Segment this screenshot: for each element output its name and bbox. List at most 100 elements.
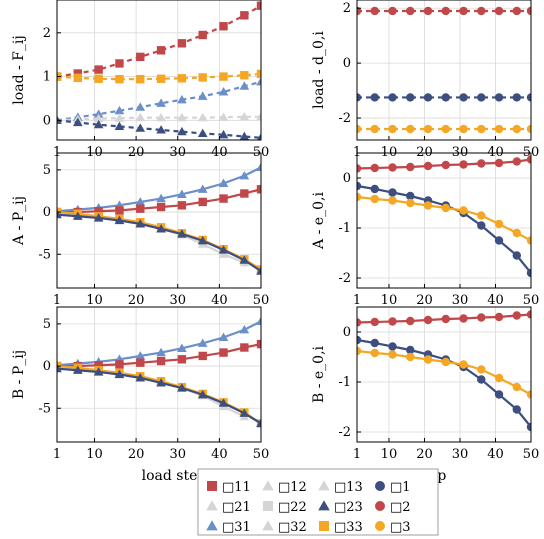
data-point-22 [156,112,166,122]
data-point-2 [477,313,486,322]
legend-marker-32 [262,520,274,531]
legend-frame [197,468,439,536]
legend-label-23: □23 [334,500,363,515]
data-point-2 [526,6,531,16]
data-point-1 [512,251,521,260]
data-point-11 [177,39,187,48]
legend-marker-22 [263,501,273,511]
x-tick-label: 1 [353,293,361,308]
data-point-31 [114,105,125,115]
data-point-23 [72,365,83,374]
data-point-1 [477,375,486,384]
axes-frame [56,306,262,443]
x-tick-label: 20 [128,293,145,308]
data-point-3 [526,124,531,134]
y-tick-label: -5 [38,247,51,262]
data-point-2 [526,155,531,164]
y-tick-label: 0 [343,171,351,186]
y-tick-label: -1 [338,221,351,236]
data-point-2 [370,317,379,327]
data-point-22 [239,111,250,121]
data-point-2 [512,6,521,16]
data-point-23 [114,369,125,379]
series-group [357,6,531,134]
data-point-3 [423,355,433,364]
series-line-33 [57,364,261,425]
series-line-23 [57,119,261,139]
legend-marker-31 [206,520,218,531]
data-point-23 [197,128,208,138]
data-point-2 [423,6,433,16]
data-point-23 [114,121,125,131]
series-group [57,316,261,428]
data-point-23 [218,398,229,407]
legend-label-2: □2 [390,500,411,515]
data-point-3 [423,201,433,210]
data-point-2 [388,163,397,172]
data-point-2 [494,158,504,168]
y-axis-label: B - e_0,i [311,345,327,403]
data-point-22 [177,112,187,122]
data-point-31 [218,332,229,341]
series-line-22 [57,364,245,418]
data-point-23 [239,131,250,140]
data-point-23 [156,224,166,233]
legend-label-22: □22 [278,500,307,515]
x-tick-label: 1 [53,293,61,308]
data-point-2 [406,6,415,16]
data-point-3 [370,124,379,134]
legend-marker-33 [319,521,329,531]
y-axis-label: B - P_ij [11,350,27,399]
y-tick-label: -1 [338,375,351,390]
data-point-31 [135,197,146,206]
data-point-3 [357,124,362,134]
x-tick-label: 30 [169,293,186,308]
data-point-11 [177,355,187,364]
data-point-2 [388,317,397,326]
data-point-33 [219,72,228,81]
data-point-11 [115,360,124,369]
x-tick-label: 20 [416,293,433,308]
x-tick-label: 10 [86,293,103,308]
data-point-1 [423,93,433,102]
data-point-3 [370,348,379,358]
axes-frame [356,152,532,289]
x-tick-label: 40 [487,447,504,462]
data-point-31 [256,316,261,325]
series-line-11 [57,4,261,78]
x-tick-label: 50 [523,293,540,308]
panel-mid-right: -2 -1 0 1 10 20 30 40 50 A - e_0,i [311,152,540,308]
data-point-23 [156,125,166,134]
data-point-22 [256,111,261,121]
data-point-33 [136,74,145,84]
data-point-3 [423,124,433,134]
data-point-11 [240,343,249,352]
data-point-33 [94,74,103,83]
data-point-11 [256,339,261,349]
x-tick-label: 30 [169,447,186,462]
data-point-31 [197,184,208,193]
data-point-23 [239,255,250,264]
legend-marker-13 [318,480,330,491]
data-point-23 [197,235,208,245]
panel-mid-left: -5 0 5 1 10 20 30 40 50 A - P_ij [11,152,269,308]
data-point-1 [357,335,362,345]
data-point-23 [156,378,166,387]
data-point-3 [494,124,504,134]
data-point-1 [406,191,415,201]
data-point-31 [239,81,250,90]
data-point-31 [197,91,208,100]
data-point-3 [441,203,450,213]
data-point-23 [197,389,208,399]
data-point-11 [198,30,207,40]
data-point-2 [441,160,450,170]
legend-marker-3 [375,521,385,531]
y-tick-label: 2 [43,26,51,41]
data-point-1 [512,93,521,102]
data-point-23 [256,418,261,428]
data-point-33 [240,71,249,80]
legend: □11 □12 □13 □1 □21 □22 □23 □2 □31 □32 □33 □3 [197,468,439,536]
